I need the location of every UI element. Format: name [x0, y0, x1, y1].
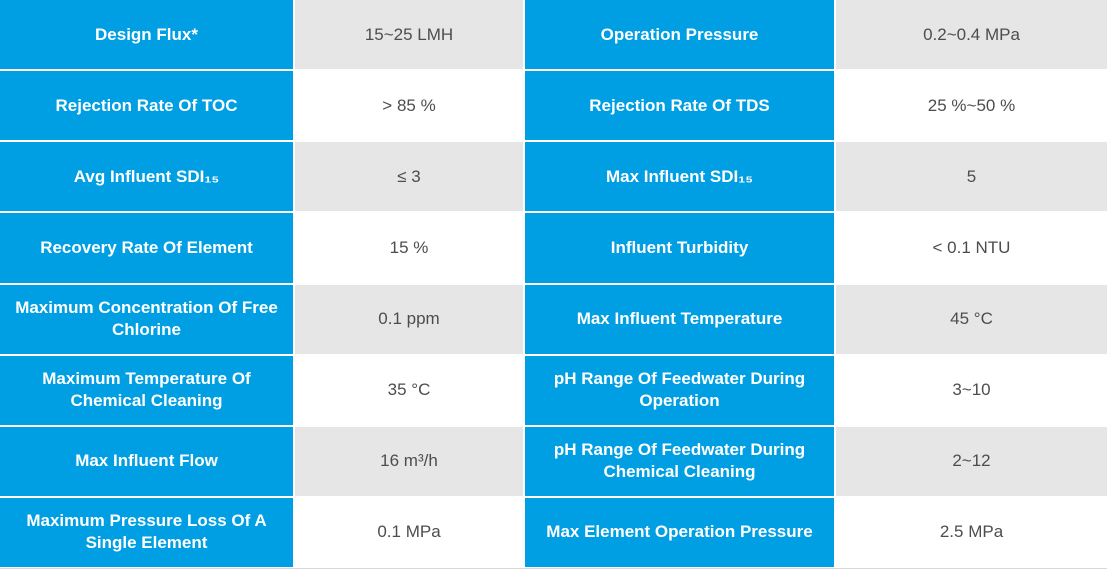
spec-label-cell-left: Avg Influent SDI₁₅: [0, 142, 293, 212]
spec-value-cell-left: ≤ 3: [295, 142, 523, 212]
spec-value-cell-left: 15~25 LMH: [295, 0, 523, 70]
spec-label-cell-right: Max Influent SDI₁₅: [525, 142, 834, 212]
bottom-border-line: [0, 568, 1107, 569]
spec-value-cell-right: 5: [836, 142, 1107, 212]
spec-value-cell-left: 15 %: [295, 213, 523, 283]
spec-value-cell-right: 45 °C: [836, 284, 1107, 354]
spec-label-cell-right: Rejection Rate Of TDS: [525, 71, 834, 141]
spec-value-cell-right: 2.5 MPa: [836, 497, 1107, 567]
spec-label-cell-right: pH Range Of Feedwater During Chemical Cl…: [525, 426, 834, 496]
spec-label-cell-left: Rejection Rate Of TOC: [0, 71, 293, 141]
spec-label-cell-right: Max Element Operation Pressure: [525, 497, 834, 567]
spec-value-cell-right: 2~12: [836, 426, 1107, 496]
spec-value-cell-left: > 85 %: [295, 71, 523, 141]
spec-label-cell-left: Maximum Concentration Of Free Chlorine: [0, 284, 293, 354]
spec-value-cell-right: 3~10: [836, 355, 1107, 425]
spec-value-cell-right: 25 %~50 %: [836, 71, 1107, 141]
spec-label-cell-left: Maximum Pressure Loss Of A Single Elemen…: [0, 497, 293, 567]
spec-label-cell-left: Design Flux*: [0, 0, 293, 70]
spec-label-cell-right: Influent Turbidity: [525, 213, 834, 283]
spec-value-cell-right: < 0.1 NTU: [836, 213, 1107, 283]
spec-value-cell-left: 0.1 ppm: [295, 284, 523, 354]
spec-label-cell-right: Operation Pressure: [525, 0, 834, 70]
spec-value-cell-right: 0.2~0.4 MPa: [836, 0, 1107, 70]
spec-label-cell-left: Recovery Rate Of Element: [0, 213, 293, 283]
spec-value-cell-left: 16 m³/h: [295, 426, 523, 496]
spec-value-cell-left: 35 °C: [295, 355, 523, 425]
spec-label-cell-left: Maximum Temperature Of Chemical Cleaning: [0, 355, 293, 425]
spec-label-cell-left: Max Influent Flow: [0, 426, 293, 496]
spec-value-cell-left: 0.1 MPa: [295, 497, 523, 567]
spec-label-cell-right: Max Influent Temperature: [525, 284, 834, 354]
spec-label-cell-right: pH Range Of Feedwater During Operation: [525, 355, 834, 425]
